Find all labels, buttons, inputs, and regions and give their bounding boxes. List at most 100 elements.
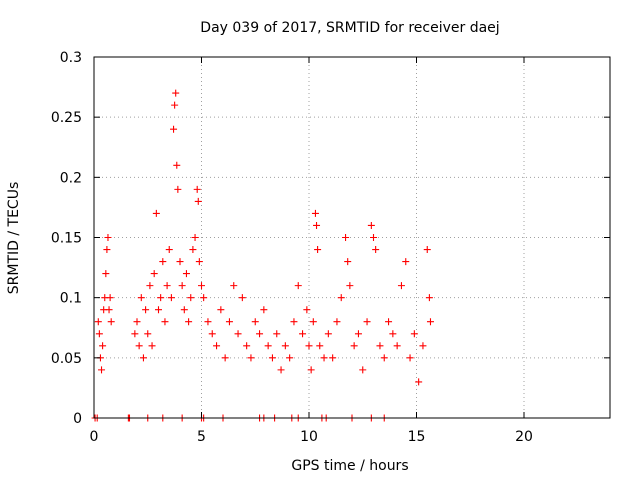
data-point (146, 282, 154, 290)
data-point (178, 282, 186, 290)
x-tick-label: 15 (408, 429, 426, 445)
data-point (346, 282, 354, 290)
data-point (372, 246, 380, 254)
data-point (194, 197, 202, 205)
data-point (94, 318, 102, 326)
data-point (161, 318, 169, 326)
data-point (133, 318, 141, 326)
data-point (106, 294, 114, 302)
data-point (268, 354, 276, 362)
data-point (376, 342, 384, 350)
data-point (176, 258, 184, 266)
data-point (380, 354, 388, 362)
data-point (238, 294, 246, 302)
data-point (303, 306, 311, 314)
data-point (193, 185, 201, 193)
plot-frame (93, 56, 611, 419)
data-point (155, 306, 162, 314)
data-point (142, 306, 150, 314)
data-point (363, 318, 371, 326)
data-point (135, 342, 143, 350)
data-point (324, 330, 332, 338)
data-point (159, 258, 167, 266)
data-point (313, 221, 321, 229)
data-point (95, 330, 103, 338)
data-point (423, 246, 431, 254)
data-point (389, 330, 397, 338)
data-point (234, 330, 242, 338)
data-point (299, 330, 307, 338)
data-point (367, 221, 375, 229)
data-point (286, 354, 294, 362)
data-point (281, 342, 289, 350)
data-point (221, 354, 229, 362)
tick-labels: 0 5 10 15 20 0 0.05 0.1 0.15 0.2 0.25 0.3 (51, 50, 533, 445)
data-point (171, 101, 179, 109)
y-tick-label: 0.1 (60, 291, 82, 307)
data-point (393, 342, 401, 350)
data-point (189, 246, 197, 254)
data-point (305, 342, 313, 350)
data-point (165, 246, 173, 254)
data-point (385, 318, 393, 326)
data-point (273, 330, 281, 338)
data-point (182, 270, 190, 278)
axis-ticks (93, 56, 610, 419)
data-point (148, 342, 156, 350)
data-point (200, 294, 208, 302)
x-tick-label: 0 (90, 429, 99, 445)
data-point (329, 354, 337, 362)
data-point (157, 294, 165, 302)
data-point (264, 342, 272, 350)
x-tick-label: 5 (197, 429, 206, 445)
data-point (195, 258, 203, 266)
data-point (320, 354, 328, 362)
data-point (173, 161, 181, 169)
data-point (415, 378, 423, 386)
data-point (163, 282, 171, 290)
data-point (256, 330, 264, 338)
data-point (307, 366, 315, 374)
data-point (311, 209, 319, 217)
data-point (187, 294, 195, 302)
data-point (102, 270, 110, 278)
data-point (419, 342, 427, 350)
y-tick-label: 0.3 (60, 50, 82, 66)
y-tick-label: 0.25 (51, 110, 82, 126)
y-tick-label: 0.2 (60, 170, 82, 186)
data-point (230, 282, 238, 290)
data-point (309, 318, 317, 326)
y-tick-label: 0.15 (51, 231, 82, 247)
data-point (314, 246, 322, 254)
y-tick-label: 0 (73, 411, 82, 427)
x-axis-title: GPS time / hours (291, 458, 408, 474)
data-point (191, 234, 199, 241)
y-axis-title: SRMTID / TECUs (6, 182, 22, 295)
chart-title: Day 039 of 2017, SRMTID for receiver dae… (200, 20, 499, 36)
grid (94, 57, 610, 418)
data-point (213, 342, 221, 350)
data-point (217, 306, 225, 314)
x-tick-label: 20 (515, 429, 533, 445)
data-point (277, 366, 285, 374)
data-point (137, 294, 145, 302)
data-point (225, 318, 233, 326)
data-point (260, 306, 268, 314)
data-marks (91, 89, 434, 422)
data-point (251, 318, 259, 326)
data-point (208, 330, 216, 338)
data-point (247, 354, 255, 362)
data-point (99, 342, 107, 350)
data-point (170, 125, 178, 133)
data-point (350, 342, 358, 350)
data-point (402, 258, 410, 266)
x-tick-label: 10 (300, 429, 318, 445)
data-point (104, 234, 112, 241)
data-point (174, 185, 182, 193)
data-point (333, 318, 341, 326)
data-point (204, 318, 212, 326)
data-point (98, 366, 106, 374)
y-tick-label: 0.05 (51, 351, 82, 367)
data-point (294, 282, 302, 290)
